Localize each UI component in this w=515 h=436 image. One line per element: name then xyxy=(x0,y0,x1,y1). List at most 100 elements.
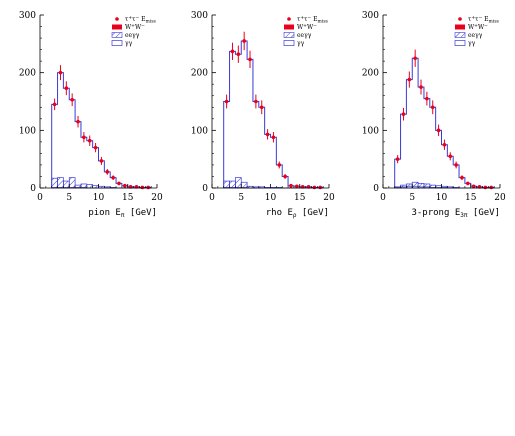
legend-label: τ+τ− Emiss xyxy=(468,15,500,25)
y-tick-label: 200 xyxy=(19,69,36,79)
data-point xyxy=(295,184,299,189)
data-point xyxy=(483,185,488,190)
legend-label: W+W− xyxy=(125,23,145,31)
data-point xyxy=(277,163,282,167)
chart-panel-3-prong: 0 100 200 300 0 5 10 15 20 3-prong E3π [GeV] τ+τ− … xyxy=(362,11,506,219)
hatched-bar xyxy=(417,183,425,189)
hatched-bar xyxy=(86,184,94,189)
legend-label: eeγγ xyxy=(468,32,483,39)
legend-swatch-hatched xyxy=(454,32,466,38)
x-axis-title: rho Eρ [GeV] xyxy=(266,208,329,219)
legend-swatch-outline xyxy=(283,40,295,46)
hatched-bar xyxy=(68,177,76,189)
data-point xyxy=(442,142,447,147)
data-point xyxy=(413,56,417,61)
data-point xyxy=(425,96,429,101)
data-point xyxy=(58,70,63,75)
data-point xyxy=(117,181,121,186)
y-tick-label: 0 xyxy=(373,184,379,194)
x-tick-label: 0 xyxy=(37,193,43,203)
data-point xyxy=(99,159,104,163)
data-point xyxy=(448,154,453,159)
x-tick-label: 5 xyxy=(238,193,244,203)
x-tick-label: 5 xyxy=(409,193,415,203)
data-point xyxy=(105,170,110,174)
ww-histogram-series xyxy=(223,40,324,188)
chart-panel-rho: 0 100 200 300 0 5 10 15 20 rho Eρ [GeV] τ+τ− Emiss… xyxy=(191,11,335,219)
y-tick-label: 0 xyxy=(30,184,36,194)
data-point xyxy=(489,185,494,190)
hatched-bar xyxy=(63,180,70,189)
x-tick-label: 10 xyxy=(265,193,277,203)
legend-swatch-outline xyxy=(111,40,123,46)
legend-swatch-hatched xyxy=(111,32,123,38)
y-tick-label: 200 xyxy=(191,69,208,79)
y-tick-label: 100 xyxy=(191,126,208,136)
data-point xyxy=(87,138,92,143)
data-point xyxy=(254,99,258,104)
data-point xyxy=(471,184,476,189)
data-point xyxy=(395,157,400,161)
legend-label: W+W− xyxy=(297,23,317,31)
legend-swatch-ww xyxy=(284,24,294,30)
x-tick-label: 20 xyxy=(151,193,163,203)
legend-swatch-hatched xyxy=(283,32,295,38)
data-point xyxy=(460,175,464,180)
legend-marker-data xyxy=(115,17,119,21)
data-point xyxy=(436,128,441,133)
hatched-bar xyxy=(57,177,64,189)
data-point xyxy=(140,185,145,190)
x-tick-label: 10 xyxy=(93,193,105,203)
data-point xyxy=(289,183,293,188)
hatched-bar xyxy=(51,177,58,189)
data-point xyxy=(271,135,276,140)
legend-label: eeγγ xyxy=(297,32,312,39)
data-point xyxy=(224,99,229,104)
data-point xyxy=(454,163,458,167)
legend-label: γγ xyxy=(468,40,476,47)
x-tick-label: 15 xyxy=(465,193,477,203)
data-point xyxy=(430,105,435,110)
x-axis-title: pion Eπ [GeV] xyxy=(88,208,157,219)
y-tick-label: 200 xyxy=(362,69,379,79)
data-point xyxy=(248,57,252,62)
data-point xyxy=(93,145,98,150)
hatched-bar xyxy=(235,177,242,189)
hatched-bar xyxy=(423,183,431,189)
x-tick-label: 5 xyxy=(66,193,72,203)
x-tick-label: 15 xyxy=(294,193,306,203)
data-point xyxy=(283,174,287,179)
data-point xyxy=(259,105,264,110)
legend-label: γγ xyxy=(297,40,305,47)
legend-marker-data xyxy=(287,17,291,21)
y-tick-label: 300 xyxy=(191,11,208,21)
data-point xyxy=(76,119,80,124)
legend-swatch-ww xyxy=(112,24,122,30)
data-point xyxy=(419,85,423,89)
x-tick-label: 10 xyxy=(436,193,448,203)
y-tick-label: 0 xyxy=(202,184,208,194)
x-tick-label: 0 xyxy=(209,193,215,203)
data-point xyxy=(265,132,270,137)
legend-swatch-outline xyxy=(454,40,466,46)
legend-marker-data xyxy=(458,17,462,21)
chart-panel-pion: 0 100 200 300 0 5 10 15 20 pion Eπ [GeV] τ+τ− Emis… xyxy=(19,11,163,219)
data-point xyxy=(401,112,406,116)
legend-label: γγ xyxy=(125,40,133,47)
x-tick-label: 20 xyxy=(323,193,335,203)
data-point xyxy=(466,181,470,186)
legend-label: eeγγ xyxy=(125,32,140,39)
data-point xyxy=(123,183,127,188)
y-tick-label: 100 xyxy=(362,126,379,136)
hatched-bar xyxy=(229,180,236,189)
hatched-bar xyxy=(223,180,230,189)
legend-swatch-ww xyxy=(455,24,465,30)
x-axis-title: 3-prong E3π [GeV] xyxy=(411,208,500,219)
data-point xyxy=(230,49,235,54)
legend-label: τ+τ− Emiss xyxy=(297,15,329,25)
y-tick-label: 300 xyxy=(362,11,379,21)
y-tick-label: 100 xyxy=(19,126,36,136)
data-point xyxy=(242,39,246,43)
